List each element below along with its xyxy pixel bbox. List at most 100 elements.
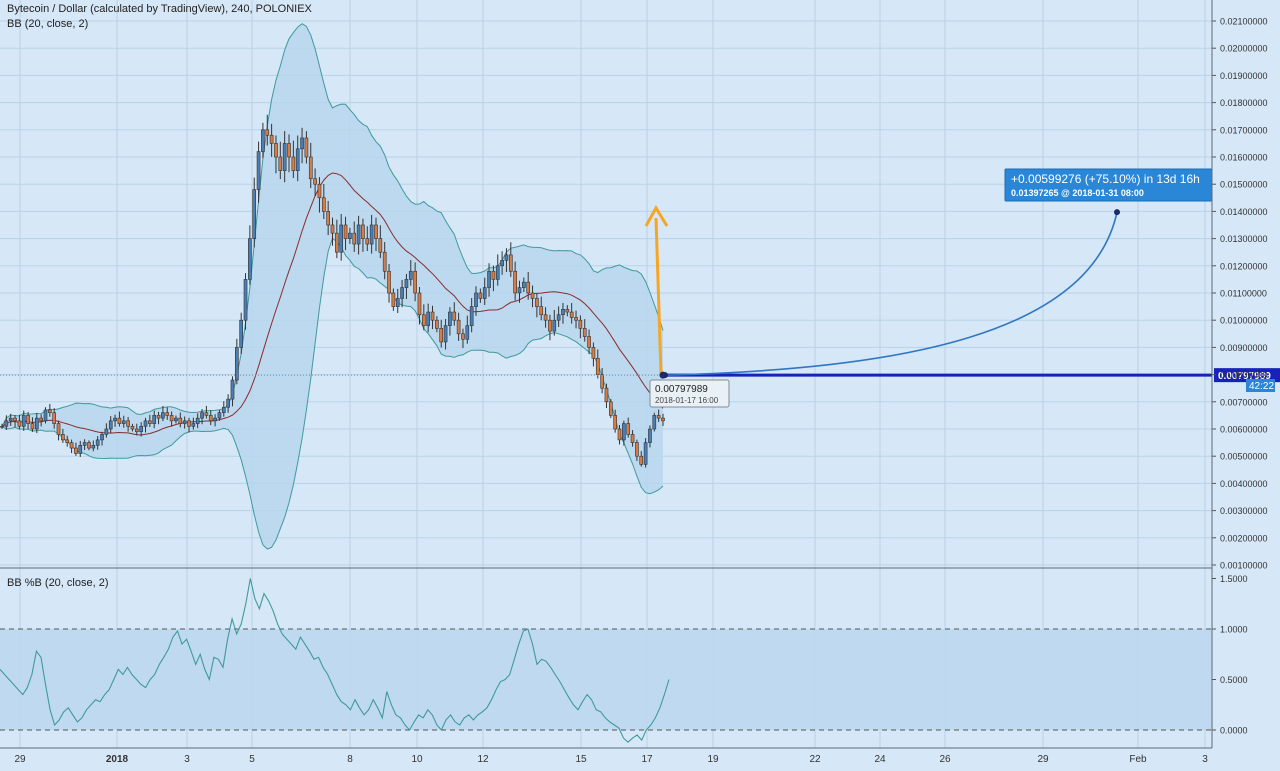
candle-body [17, 420, 22, 427]
candle-body [452, 311, 457, 321]
price-tick-label: 0.00800000 [1220, 370, 1268, 380]
candle-body [626, 423, 631, 435]
time-tick-label: 29 [14, 754, 26, 765]
time-tick-label: 3 [1202, 754, 1208, 765]
candle-body [95, 439, 100, 446]
candle-body [622, 423, 626, 441]
candle-body [156, 415, 161, 419]
candle-body [191, 423, 196, 427]
candle-body [422, 314, 426, 326]
candle-body [548, 319, 552, 332]
candle-body [330, 224, 335, 234]
candle-body [100, 434, 104, 441]
candle-body [43, 409, 48, 422]
candle-body [108, 420, 113, 430]
price-tick-label: 0.01100000 [1220, 289, 1267, 299]
candle-body [235, 347, 239, 381]
projection-curve [664, 211, 1118, 376]
candle-body [169, 415, 174, 422]
candle-body [348, 232, 352, 239]
candle-body [365, 238, 370, 245]
projection-end-point [1114, 209, 1120, 216]
candle-body [495, 265, 500, 280]
candle-body [361, 224, 365, 239]
time-tick-label: 12 [477, 754, 489, 765]
price-tick-label: 0.00400000 [1220, 479, 1268, 489]
candle-body [52, 412, 57, 424]
candle-body [430, 311, 435, 321]
candle-body [139, 425, 143, 433]
candle-body [213, 417, 217, 422]
up-arrow-head [644, 205, 669, 227]
candle-body [295, 148, 300, 171]
candle-body [0, 425, 4, 428]
bb-basis [1, 172, 664, 436]
candle-body [356, 224, 361, 245]
candle-body [617, 428, 622, 441]
candle-body [608, 401, 613, 416]
candle-body [21, 415, 26, 427]
time-tick-label: 26 [939, 754, 951, 765]
candle-body [556, 314, 561, 321]
price-tick-label: 0.00200000 [1220, 533, 1268, 543]
candle-body [104, 428, 109, 435]
price-tick-label: 0.00500000 [1220, 452, 1268, 462]
candle-body [226, 398, 230, 408]
candle-body [269, 134, 274, 144]
candle-body [595, 357, 600, 375]
candle-body [182, 420, 187, 424]
candle-body [204, 412, 209, 416]
price-tick-label: 0.01300000 [1220, 234, 1268, 244]
candle-body [74, 447, 78, 454]
candle-body [30, 423, 35, 430]
percent-b-tick-label: 1.0000 [1220, 625, 1248, 635]
candle-body [121, 420, 126, 424]
price-tick-label: 0.02100000 [1220, 17, 1268, 27]
candle-body [630, 434, 635, 443]
price-tick-label: 0.01900000 [1220, 71, 1268, 81]
candle-body [391, 292, 396, 307]
time-tick-label: 29 [1037, 754, 1049, 765]
candle-body [239, 319, 243, 348]
candle-body [174, 417, 178, 422]
candle-body [126, 420, 130, 427]
candle-body [200, 412, 204, 419]
candle-body [408, 270, 413, 280]
projection-change-text: +0.00599276 (+75.10%) in 13d 16h [1011, 172, 1200, 186]
candle-body [491, 270, 496, 280]
last-price-axis-text: 0.00797989 [1218, 371, 1271, 382]
candle-body [395, 298, 400, 307]
candle-body [230, 379, 235, 400]
candle-body [643, 442, 648, 465]
time-tick-label: 8 [347, 754, 353, 765]
percent-b-band-fill [0, 629, 1212, 730]
candle-body [465, 325, 470, 340]
candle-body [87, 442, 91, 449]
percent-b-line [0, 578, 670, 743]
candle-body [326, 211, 330, 226]
candle-body [113, 417, 117, 422]
percent-b-tick-label: 0.5000 [1220, 675, 1248, 685]
candle-body [535, 298, 539, 307]
candle-body [387, 270, 391, 294]
candle-body [522, 281, 526, 288]
percent-b-tick-label: 1.5000 [1220, 574, 1248, 584]
candle-body [65, 439, 70, 443]
candle-body [530, 292, 535, 299]
candle-body [252, 189, 257, 239]
candle-body [143, 420, 148, 427]
candle-body [561, 309, 565, 316]
price-tick-label: 0.00600000 [1220, 425, 1268, 435]
candle-body [543, 314, 548, 321]
time-tick-label: 10 [411, 754, 423, 765]
candle-body [652, 415, 657, 430]
candle-body [152, 415, 157, 424]
candle-body [565, 309, 570, 313]
candle-body [61, 434, 65, 441]
candle-body [639, 455, 644, 465]
tooltip-anchor-point [659, 371, 667, 379]
price-tick-label: 0.00300000 [1220, 506, 1268, 516]
bb-upper [1, 23, 664, 427]
